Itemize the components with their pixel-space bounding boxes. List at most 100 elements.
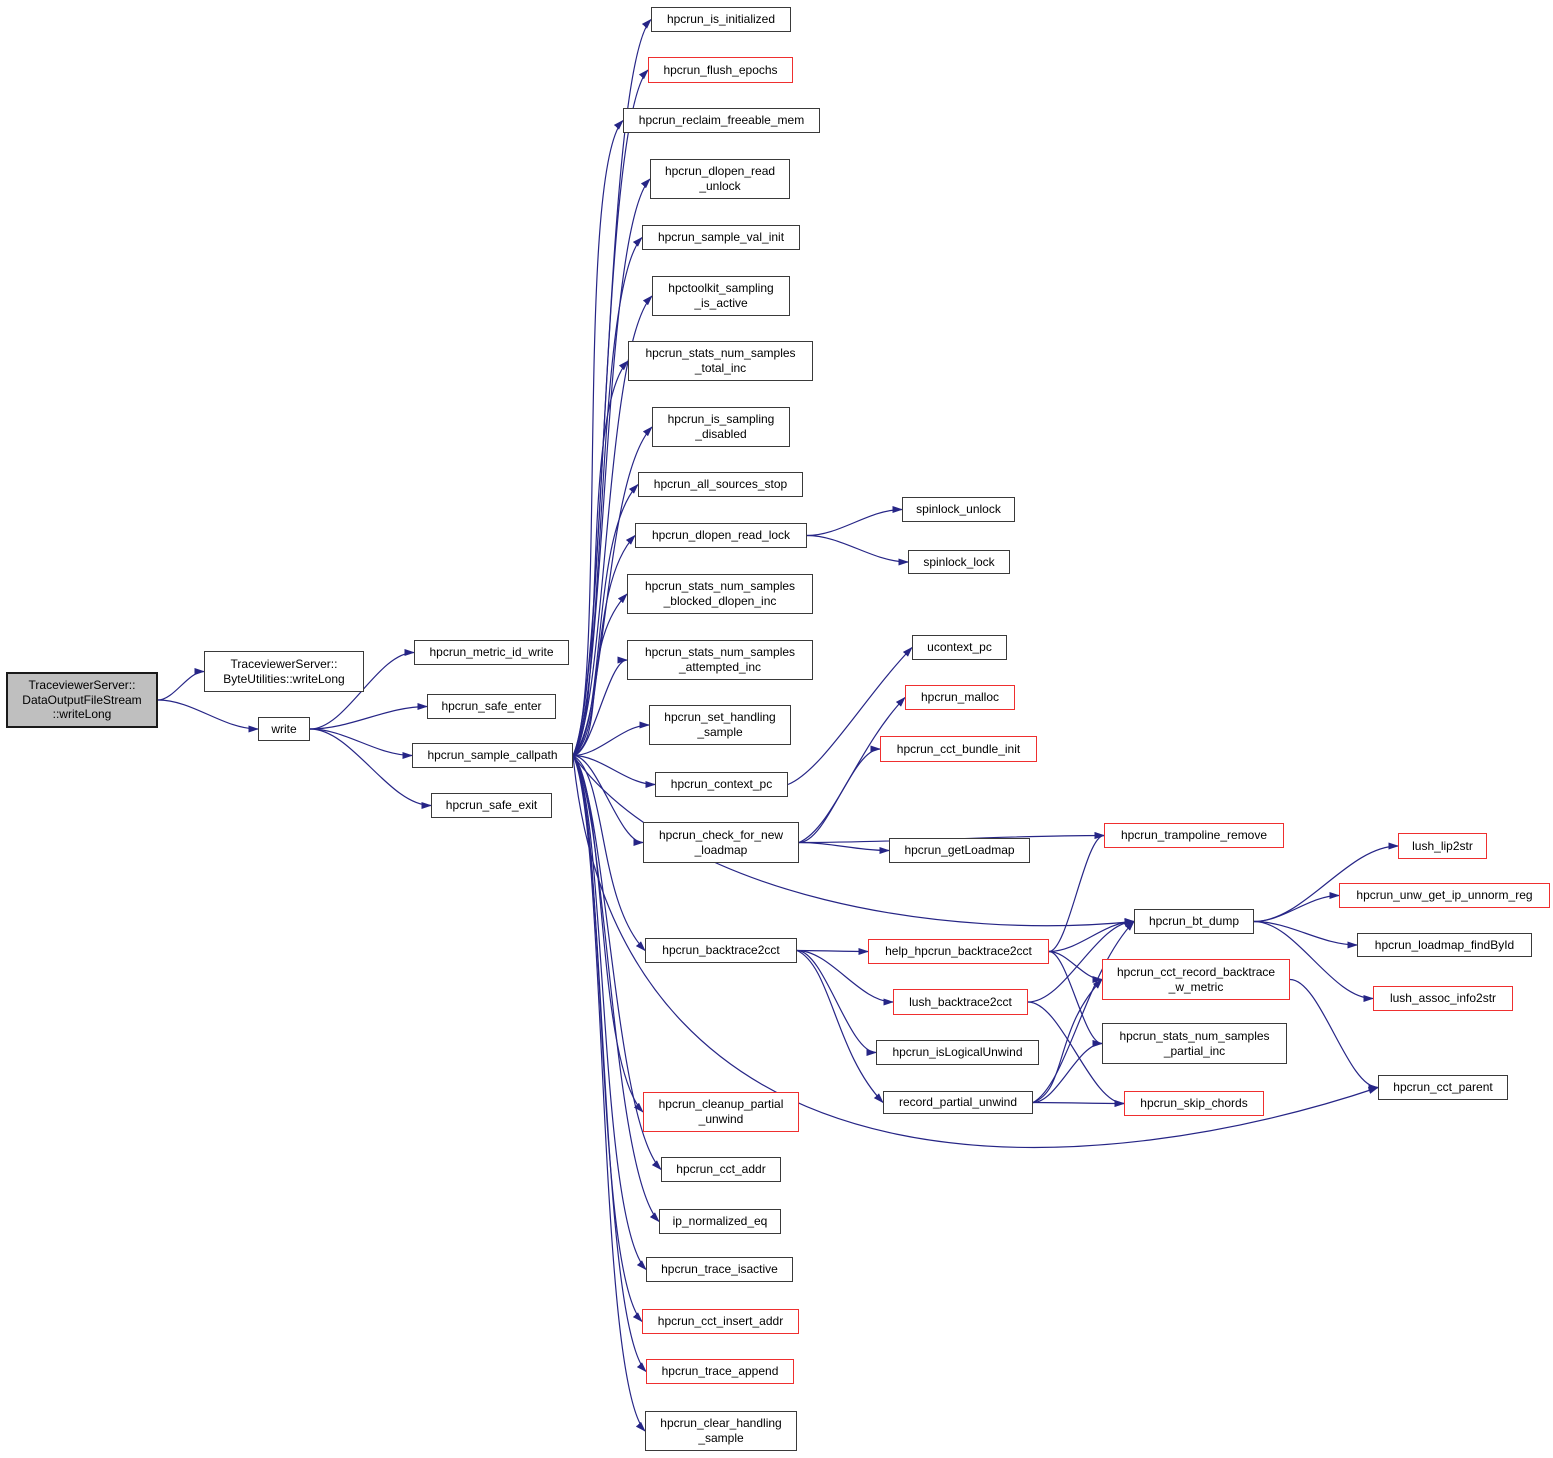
graph-node-label: spinlock_unlock (916, 502, 1001, 517)
edge-write-to-safe_exit (309, 728, 432, 809)
graph-node-flush_epochs[interactable]: hpcrun_flush_epochs (648, 57, 793, 83)
graph-node-bt_dump[interactable]: hpcrun_bt_dump (1134, 909, 1254, 934)
graph-node-label: TraceviewerServer:: DataOutputFileStream… (22, 678, 142, 722)
edge-bt_dump-to-unw_get_ip_unnorm_reg (1253, 892, 1340, 923)
graph-node-label: hpcrun_reclaim_freeable_mem (638, 113, 805, 128)
graph-node-spinlock_unlock[interactable]: spinlock_unlock (902, 497, 1015, 522)
graph-node-trace_isactive[interactable]: hpcrun_trace_isactive (646, 1257, 793, 1282)
graph-node-label: hpctoolkit_sampling _is_active (668, 281, 774, 310)
graph-node-label: hpcrun_safe_enter (441, 699, 542, 714)
edge-sample_callpath-to-check_new_loadmap (572, 754, 644, 846)
graph-node-ip_normalized_eq[interactable]: ip_normalized_eq (659, 1209, 781, 1234)
graph-node-context_pc[interactable]: hpcrun_context_pc (655, 772, 788, 797)
graph-node-blocked_dlopen_inc[interactable]: hpcrun_stats_num_samples _blocked_dlopen… (627, 574, 813, 614)
graph-node-partial_inc[interactable]: hpcrun_stats_num_samples _partial_inc (1102, 1023, 1287, 1064)
graph-node-dlopen_read_unlock[interactable]: hpcrun_dlopen_read _unlock (650, 159, 790, 199)
graph-node-label: hpcrun_backtrace2cct (662, 943, 780, 958)
edge-sample_callpath-to-sample_val_init (572, 236, 643, 756)
graph-node-label: hpcrun_sample_callpath (427, 748, 558, 763)
graph-node-unw_get_ip_unnorm_reg[interactable]: hpcrun_unw_get_ip_unnorm_reg (1339, 883, 1550, 908)
graph-node-check_new_loadmap[interactable]: hpcrun_check_for_new _loadmap (643, 822, 799, 863)
graph-node-sample_callpath[interactable]: hpcrun_sample_callpath (412, 743, 573, 768)
edge-sample_callpath-to-ip_normalized_eq (572, 755, 660, 1223)
edge-sample_callpath-to-trace_isactive (572, 755, 647, 1271)
graph-node-is_sampling_disabled[interactable]: hpcrun_is_sampling _disabled (652, 407, 790, 447)
edge-sample_callpath-to-clear_handling_sample (572, 755, 646, 1432)
graph-node-reclaim_freeable_mem[interactable]: hpcrun_reclaim_freeable_mem (623, 108, 820, 133)
graph-node-spinlock_lock[interactable]: spinlock_lock (908, 550, 1010, 574)
graph-node-safe_exit[interactable]: hpcrun_safe_exit (431, 793, 552, 818)
edge-backtrace2cct-to-islogicalunwind (796, 949, 877, 1056)
graph-node-loadmap_findbyid[interactable]: hpcrun_loadmap_findById (1357, 933, 1532, 957)
graph-node-cct_insert_addr[interactable]: hpcrun_cct_insert_addr (642, 1309, 799, 1334)
graph-node-label: hpcrun_cct_addr (676, 1162, 766, 1177)
graph-node-label: hpcrun_check_for_new _loadmap (658, 827, 784, 857)
graph-node-dlopen_read_lock[interactable]: hpcrun_dlopen_read_lock (635, 523, 807, 548)
graph-node-write[interactable]: write (258, 717, 310, 741)
graph-node-lush_assoc_info2str[interactable]: lush_assoc_info2str (1373, 986, 1513, 1011)
edge-write-to-safe_enter (309, 703, 428, 730)
graph-node-skip_chords[interactable]: hpcrun_skip_chords (1124, 1091, 1264, 1116)
graph-node-root: TraceviewerServer:: DataOutputFileStream… (6, 672, 158, 728)
edge-sample_callpath-to-attempted_inc (572, 656, 628, 757)
graph-node-total_inc[interactable]: hpcrun_stats_num_samples _total_inc (628, 341, 813, 381)
edge-check_new_loadmap-to-getloadmap (798, 841, 890, 854)
graph-node-islogicalunwind[interactable]: hpcrun_isLogicalUnwind (876, 1040, 1039, 1065)
graph-node-label: lush_assoc_info2str (1389, 991, 1497, 1006)
graph-node-label: lush_backtrace2cct (909, 994, 1012, 1009)
graph-node-label: hpcrun_flush_epochs (663, 62, 778, 77)
graph-node-lush_lip2str[interactable]: lush_lip2str (1398, 833, 1487, 859)
graph-node-all_sources_stop[interactable]: hpcrun_all_sources_stop (638, 472, 803, 497)
graph-node-cleanup_partial_unwind[interactable]: hpcrun_cleanup_partial _unwind (643, 1092, 799, 1132)
graph-node-label: help_hpcrun_backtrace2cct (885, 944, 1032, 959)
graph-node-label: hpcrun_clear_handling _sample (660, 1416, 782, 1445)
graph-node-metric_id_write[interactable]: hpcrun_metric_id_write (414, 640, 569, 665)
graph-node-lush_backtrace2cct[interactable]: lush_backtrace2cct (893, 989, 1028, 1015)
graph-node-cct_addr[interactable]: hpcrun_cct_addr (661, 1157, 781, 1182)
graph-node-label: ip_normalized_eq (672, 1214, 768, 1229)
graph-node-sample_val_init[interactable]: hpcrun_sample_val_init (642, 225, 800, 250)
graph-node-is_initialized[interactable]: hpcrun_is_initialized (651, 7, 791, 32)
graph-node-malloc[interactable]: hpcrun_malloc (905, 685, 1015, 710)
graph-node-label: hpcrun_cct_bundle_init (896, 741, 1021, 756)
graph-node-trace_append[interactable]: hpcrun_trace_append (646, 1359, 794, 1384)
edge-help_backtrace2cct-to-cct_record_bt_w_metric (1048, 950, 1103, 983)
graph-node-label: hpcrun_malloc (920, 690, 1000, 705)
graph-node-label: hpcrun_trampoline_remove (1120, 828, 1268, 843)
graph-node-label: hpcrun_stats_num_samples _partial_inc (1119, 1028, 1270, 1058)
graph-node-help_backtrace2cct[interactable]: help_hpcrun_backtrace2cct (868, 939, 1049, 964)
graph-node-attempted_inc[interactable]: hpcrun_stats_num_samples _attempted_inc (627, 640, 813, 680)
graph-node-label: spinlock_lock (923, 554, 995, 569)
edge-sample_callpath-to-total_inc (572, 360, 629, 756)
call-edges (157, 18, 1399, 1432)
edge-help_backtrace2cct-to-trampoline_remove (1048, 832, 1105, 953)
edge-bt_dump-to-lush_assoc_info2str (1253, 920, 1374, 1002)
graph-node-cct_record_bt_w_metric[interactable]: hpcrun_cct_record_backtrace _w_metric (1102, 959, 1290, 1000)
graph-node-set_handling_sample[interactable]: hpcrun_set_handling _sample (649, 705, 791, 745)
graph-node-getloadmap[interactable]: hpcrun_getLoadmap (889, 838, 1030, 863)
graph-node-record_partial_unwind[interactable]: record_partial_unwind (883, 1091, 1033, 1114)
edge-sample_callpath-to-blocked_dlopen_inc (572, 593, 628, 757)
edge-record_partial_unwind-to-bt_dump (1032, 920, 1135, 1104)
edge-lush_backtrace2cct-to-skip_chords (1027, 1001, 1125, 1107)
graph-node-clear_handling_sample[interactable]: hpcrun_clear_handling _sample (645, 1411, 797, 1451)
graph-node-label: hpcrun_is_sampling _disabled (667, 412, 775, 441)
graph-node-cct_bundle_init[interactable]: hpcrun_cct_bundle_init (880, 736, 1037, 762)
graph-node-ucontext_pc[interactable]: ucontext_pc (912, 635, 1007, 660)
graph-node-backtrace2cct[interactable]: hpcrun_backtrace2cct (645, 938, 797, 963)
graph-node-label: hpcrun_cct_insert_addr (657, 1314, 784, 1329)
graph-node-bytewritelong[interactable]: TraceviewerServer:: ByteUtilities::write… (204, 651, 364, 692)
graph-node-label: TraceviewerServer:: ByteUtilities::write… (223, 656, 345, 686)
edge-context_pc-to-ucontext_pc (787, 646, 913, 786)
graph-node-cct_parent[interactable]: hpcrun_cct_parent (1378, 1075, 1508, 1100)
graph-node-sampling_is_active[interactable]: hpctoolkit_sampling _is_active (652, 276, 790, 316)
edge-dlopen_read_lock-to-spinlock_lock (806, 534, 909, 566)
graph-node-trampoline_remove[interactable]: hpcrun_trampoline_remove (1104, 823, 1284, 848)
graph-node-label: hpcrun_context_pc (670, 777, 773, 792)
graph-node-safe_enter[interactable]: hpcrun_safe_enter (427, 694, 556, 719)
graph-node-label: hpcrun_cct_parent (1393, 1080, 1493, 1095)
graph-node-label: hpcrun_getLoadmap (904, 843, 1015, 858)
edge-record_partial_unwind-to-cct_record_bt_w_metric (1032, 978, 1103, 1104)
